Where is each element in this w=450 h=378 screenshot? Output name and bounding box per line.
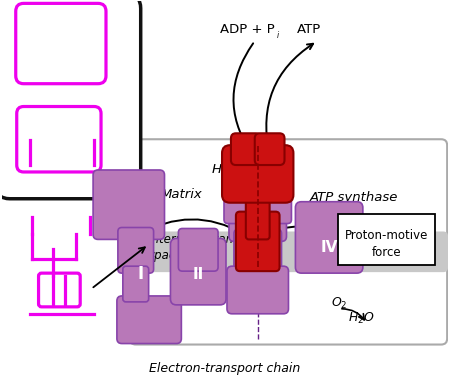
FancyBboxPatch shape bbox=[222, 145, 293, 203]
FancyBboxPatch shape bbox=[338, 214, 435, 265]
Text: Proton-motive
force: Proton-motive force bbox=[345, 229, 428, 259]
FancyBboxPatch shape bbox=[255, 133, 284, 165]
Text: Intermembrane
space: Intermembrane space bbox=[148, 233, 241, 262]
FancyBboxPatch shape bbox=[123, 266, 148, 302]
FancyBboxPatch shape bbox=[118, 228, 153, 273]
FancyBboxPatch shape bbox=[178, 228, 218, 271]
FancyBboxPatch shape bbox=[171, 239, 226, 305]
Text: ATP: ATP bbox=[297, 23, 321, 36]
FancyBboxPatch shape bbox=[126, 231, 448, 272]
Text: II: II bbox=[193, 266, 204, 282]
FancyBboxPatch shape bbox=[227, 266, 288, 314]
Text: $H_2O$: $H_2O$ bbox=[347, 311, 374, 326]
Text: $H^+$: $H^+$ bbox=[212, 162, 233, 178]
FancyBboxPatch shape bbox=[236, 212, 279, 271]
FancyBboxPatch shape bbox=[229, 197, 287, 242]
FancyBboxPatch shape bbox=[295, 202, 363, 273]
FancyBboxPatch shape bbox=[117, 296, 181, 344]
Text: $H^+$: $H^+$ bbox=[248, 281, 270, 297]
Text: Electron-transport chain: Electron-transport chain bbox=[149, 362, 301, 375]
FancyBboxPatch shape bbox=[224, 194, 292, 223]
Text: Matrix: Matrix bbox=[161, 188, 203, 201]
Text: $O_2$: $O_2$ bbox=[331, 296, 347, 311]
FancyBboxPatch shape bbox=[93, 170, 165, 239]
Text: $_i$: $_i$ bbox=[276, 30, 281, 42]
FancyBboxPatch shape bbox=[231, 133, 261, 165]
Text: IV: IV bbox=[320, 240, 338, 255]
Text: I: I bbox=[138, 265, 144, 283]
Text: ATP synthase: ATP synthase bbox=[309, 191, 398, 204]
Text: III: III bbox=[249, 247, 266, 262]
FancyBboxPatch shape bbox=[246, 201, 270, 239]
FancyBboxPatch shape bbox=[0, 0, 141, 199]
FancyBboxPatch shape bbox=[234, 229, 282, 273]
Text: ADP + P: ADP + P bbox=[220, 23, 275, 36]
